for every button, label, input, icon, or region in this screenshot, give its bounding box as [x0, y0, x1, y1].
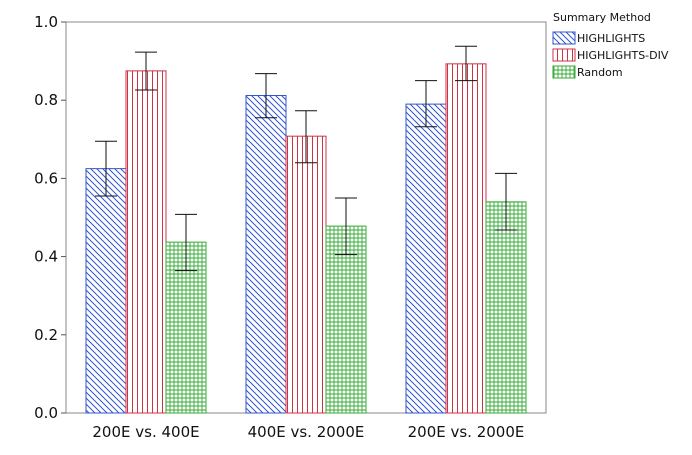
legend: Summary Method HIGHLIGHTS HIGHLIGHTS-DIV R… — [552, 11, 669, 79]
bar-highlights-0 — [85, 168, 127, 414]
error-bar — [255, 73, 277, 119]
error-bar — [335, 197, 357, 256]
y-tick-label: 0.0 — [34, 404, 58, 422]
x-category-label: 400E vs. 2000E — [248, 423, 365, 441]
legend-label: HIGHLIGHTS-DIV — [577, 49, 669, 62]
error-bar — [295, 110, 317, 164]
legend-label: HIGHLIGHTS — [577, 32, 645, 45]
y-tick-label: 0.4 — [34, 248, 58, 266]
legend-item: Random — [552, 65, 623, 79]
x-axis: 200E vs. 400E 400E vs. 2000E 200E vs. 2000… — [92, 423, 524, 441]
y-tick-label: 1.0 — [34, 13, 58, 31]
legend-item: HIGHLIGHTS-DIV — [552, 48, 669, 62]
bar-highlights-1 — [245, 95, 287, 414]
x-category-label: 200E vs. 2000E — [408, 423, 525, 441]
bar-highlights-div-0 — [125, 70, 167, 414]
bar-highlights-div-2 — [445, 63, 487, 414]
x-category-label: 200E vs. 400E — [92, 423, 199, 441]
legend-swatch — [552, 31, 576, 45]
error-bar — [135, 51, 157, 91]
bar-random-0 — [165, 241, 207, 414]
error-bar — [495, 172, 517, 231]
error-bar — [415, 80, 437, 128]
bar-highlights-div-1 — [285, 135, 327, 414]
bar-random-1 — [325, 225, 367, 414]
error-bars-group — [95, 45, 517, 272]
y-tick-label: 0.8 — [34, 91, 58, 109]
bars-group — [85, 63, 527, 414]
legend-swatch — [552, 48, 576, 62]
bar-random-2 — [485, 201, 527, 414]
bar-highlights-2 — [405, 103, 447, 414]
y-axis: 0.0 0.2 0.4 0.6 0.8 1.0 — [34, 13, 66, 422]
y-tick-label: 0.2 — [34, 326, 58, 344]
error-bar — [455, 45, 477, 82]
legend-swatch — [552, 65, 576, 79]
y-tick-label: 0.6 — [34, 169, 58, 187]
legend-item: HIGHLIGHTS — [552, 31, 645, 45]
legend-title: Summary Method — [553, 11, 651, 24]
error-bar — [175, 213, 197, 272]
legend-label: Random — [577, 66, 623, 79]
error-bar — [95, 140, 117, 197]
